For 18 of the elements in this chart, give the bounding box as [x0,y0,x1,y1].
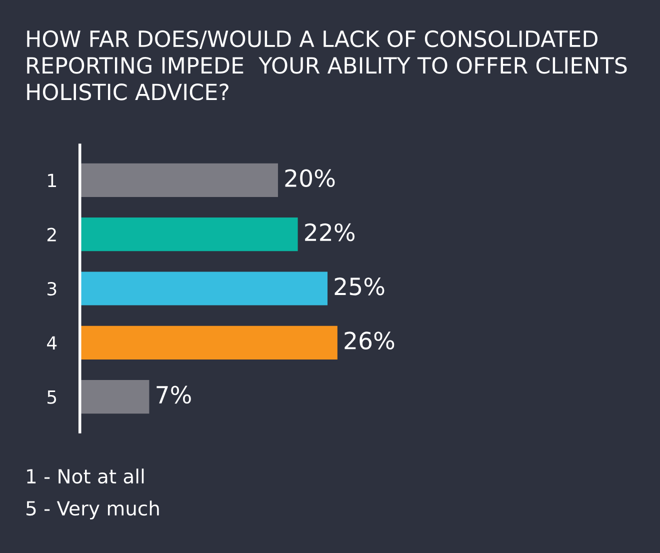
text: 1 - Not at all [27,468,144,484]
data-label: 26% [344,332,394,350]
bar [80,272,328,306]
bar [80,380,150,414]
data-label: 7% [156,386,191,404]
text: 5 - Very much [26,500,159,520]
data-label: 22% [305,223,355,242]
y-tick-label: 3 [48,282,56,296]
y-tick-label: 4 [47,336,57,350]
y-tick-label: 1 [48,174,56,188]
bar [80,218,298,252]
bar [80,326,338,360]
y-tick-label: 2 [47,228,56,242]
y-tick-label: 5 [48,390,56,404]
chart-title: HOW FAR DOES/WOULD A LACK OF CONSOLIDATED REPORTING IMPEDE YOUR ABILITY TO OFFER CLIENTS HOLISTIC ADVICE? [27,30,627,100]
data-label: 20% [285,169,335,188]
bar [80,163,278,197]
data-label: 25% [334,277,384,296]
